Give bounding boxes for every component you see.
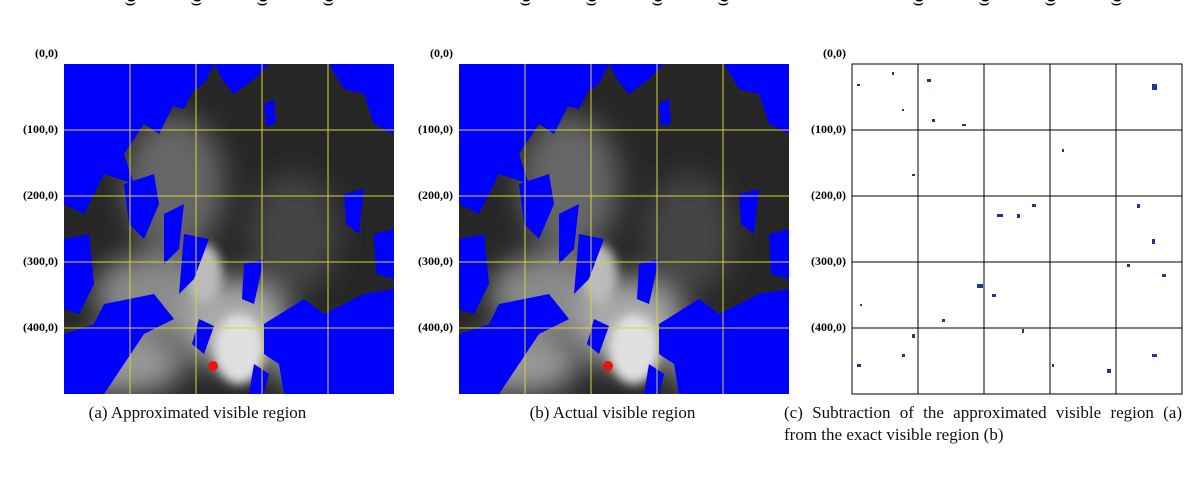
column-label: (0,100) <box>519 0 533 6</box>
row-label: (100,0) <box>811 122 846 136</box>
row-label: (200,0) <box>23 188 58 202</box>
row-label: (0,0) <box>823 46 846 60</box>
column-label: (0,100) <box>912 0 926 6</box>
panels: (0,100) (0,200) (0,300) (0,400) (0,0) (100,0)… <box>23 0 1182 394</box>
caption: (b) Actual visible region <box>415 402 810 424</box>
page: {"panels": [ {"caption": "(a) Approximat… <box>0 0 1186 486</box>
row-label: (400,0) <box>23 320 58 334</box>
column-label: (0,400) <box>322 0 336 6</box>
column-label: (0,100) <box>124 0 138 6</box>
row-label: (100,0) <box>418 122 453 136</box>
row-label: (300,0) <box>418 254 453 268</box>
column-label: (0,200) <box>190 0 204 6</box>
caption: (c) Subtraction of the approximated visi… <box>784 402 1182 446</box>
terrain-image <box>64 64 394 394</box>
difference-image <box>852 64 1182 394</box>
row-label: (400,0) <box>811 320 846 334</box>
panel: (0,100) (0,200) (0,300) (0,400) (0,0) (100,0)… <box>23 0 394 394</box>
column-label: (0,400) <box>717 0 731 6</box>
panel: (0,100) (0,200) (0,300) (0,400) (0,0) (100,0)… <box>811 0 1182 394</box>
row-label: (100,0) <box>23 122 58 136</box>
caption: (a) Approximated visible region <box>0 402 395 424</box>
row-label: (0,0) <box>430 46 453 60</box>
panel: (0,100) (0,200) (0,300) (0,400) (0,0) (100,0)… <box>418 0 789 394</box>
column-label: (0,300) <box>1044 0 1058 6</box>
terrain-image <box>459 64 789 394</box>
row-label: (400,0) <box>418 320 453 334</box>
row-label: (0,0) <box>35 46 58 60</box>
column-label: (0,400) <box>1110 0 1124 6</box>
row-label: (200,0) <box>811 188 846 202</box>
row-label: (200,0) <box>418 188 453 202</box>
column-label: (0,200) <box>585 0 599 6</box>
row-label: (300,0) <box>811 254 846 268</box>
column-label: (0,200) <box>978 0 992 6</box>
viewpoint <box>208 361 218 371</box>
column-label: (0,300) <box>651 0 665 6</box>
viewpoint <box>603 361 613 371</box>
row-label: (300,0) <box>23 254 58 268</box>
column-label: (0,300) <box>256 0 270 6</box>
